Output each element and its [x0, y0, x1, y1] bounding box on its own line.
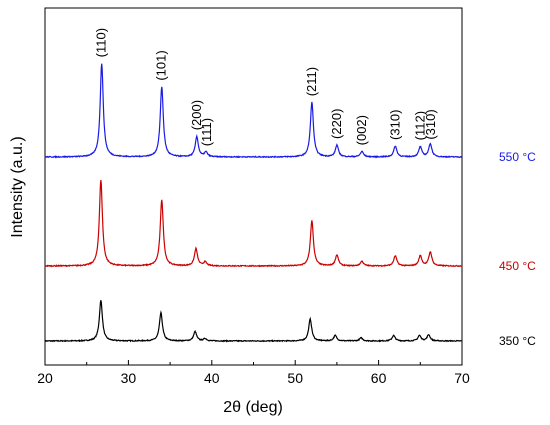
- x-tick-label: 70: [454, 370, 470, 386]
- series-label: 550 °C: [499, 150, 536, 164]
- series-line: [44, 180, 463, 268]
- x-axis: 20 30 40 50 60 70: [37, 360, 470, 386]
- plot-frame: [44, 7, 463, 366]
- series-label: 350 °C: [499, 334, 536, 348]
- peak-label: (211): [304, 67, 319, 96]
- series-label: 450 °C: [499, 259, 536, 273]
- peak-label: (101): [154, 50, 169, 80]
- traces: [44, 63, 463, 343]
- peak-label: (111): [199, 118, 214, 146]
- peak-label: (110): [94, 28, 109, 57]
- x-tick-label: 40: [204, 370, 220, 386]
- x-tick-label: 50: [287, 370, 303, 386]
- x-tick-label: 60: [371, 370, 387, 386]
- series-line: [44, 63, 463, 159]
- series-labels: 350 °C 450 °C 550 °C: [499, 150, 536, 348]
- peak-label: (220): [329, 109, 344, 139]
- x-tick-label: 30: [121, 370, 137, 386]
- x-tick-label: 20: [37, 370, 53, 386]
- peak-label: (310): [387, 110, 402, 140]
- peak-label: (200): [189, 100, 204, 130]
- peak-label: (310): [423, 109, 438, 139]
- series-line: [44, 300, 463, 343]
- x-axis-label: 2θ (deg): [223, 399, 283, 416]
- peak-label: (002): [354, 115, 369, 145]
- peak-labels: (110) (101) (200)(111) (211) (220) (002) (310)…: [94, 28, 438, 146]
- peak-label: (112): [412, 111, 427, 140]
- y-axis-label: Intensity (a.u.): [9, 136, 26, 237]
